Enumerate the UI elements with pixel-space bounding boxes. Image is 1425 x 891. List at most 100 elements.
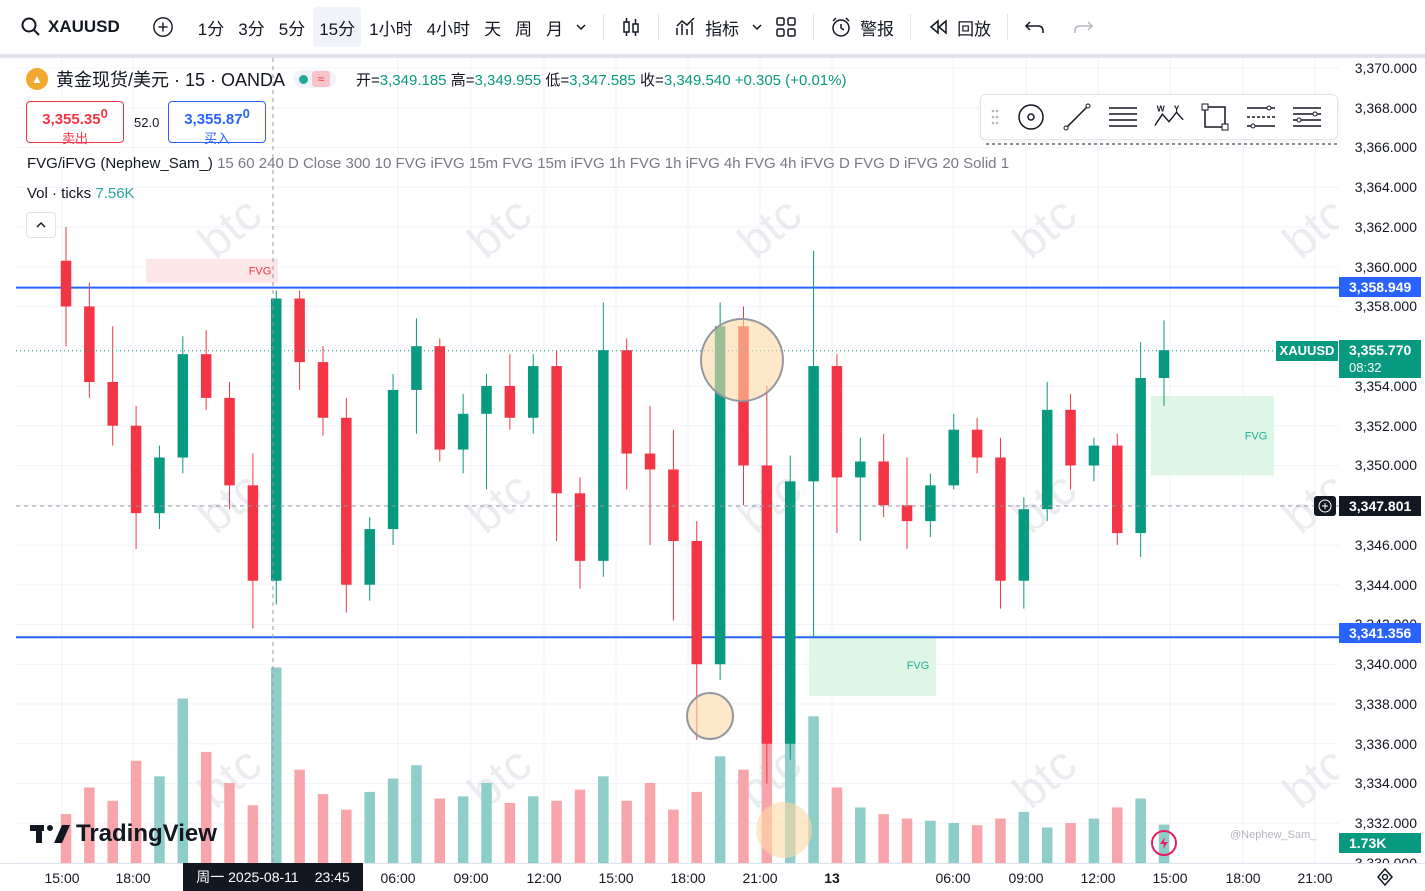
interval-button[interactable]: 15分 [313,7,362,47]
time-tick-label: 18:00 [1225,870,1261,886]
undo-icon [1025,21,1044,33]
volume-bar [504,803,516,863]
fvg-zone [146,258,278,283]
undo-button[interactable] [1018,7,1052,47]
interval-dropdown[interactable] [569,7,593,47]
candle-body [831,366,843,478]
price-tick-label: 3,352.000 [1354,417,1417,434]
indicator-legend-fvg[interactable]: FVG/iFVG (Nephew_Sam_) 15 60 240 D Close… [27,155,1009,172]
status-pill[interactable]: ≈ [293,70,337,88]
time-tick-label: 12:00 [526,870,562,886]
parallel-lines-tool[interactable] [1107,101,1139,133]
drag-dots-icon [991,109,999,125]
add-symbol-button[interactable] [146,7,180,47]
crosshair-add-button[interactable] [1314,496,1336,516]
circle-tool[interactable] [1015,101,1047,133]
circle-annotation [756,802,812,858]
fib-channel-icon [1293,107,1321,127]
search-icon [21,17,40,36]
crosshair-time: 23:45 [314,869,350,885]
volume-bar [60,814,72,863]
hline-lower-tag[interactable]: 3,341.356 [1339,623,1421,643]
interval-button[interactable]: 4小时 [426,19,471,39]
drag-handle[interactable] [989,101,1001,133]
volume-bar [224,783,235,863]
interval-group: 1分 3分 5分 15分 1小时 4小时天周月 [192,7,569,47]
candle-body [504,385,516,418]
volume-bar [1135,798,1146,863]
time-tick-label: 15:00 [44,870,80,886]
time-tick-label: 21:00 [1297,870,1333,886]
candle-body [621,350,632,454]
volume-bar [84,787,95,863]
sell-button[interactable]: 3,355.350 卖出 [26,101,124,146]
rewind-icon [929,19,947,35]
candle-body [1112,445,1123,534]
settings-icon[interactable] [1376,867,1394,887]
interval-button[interactable]: 周 [515,19,533,39]
volume-bar [434,798,446,863]
high-label: 高= [450,71,475,89]
chart-legend: ▲ 黄金现货/美元 · 15 · OANDA ≈ 开=3,349.185 高=3… [26,66,846,92]
volume-bar [270,667,282,863]
rectangle-tool[interactable] [1199,101,1231,133]
time-tick-label: 06:00 [380,870,416,886]
fib-icon [1247,105,1275,129]
layout-button[interactable] [769,7,803,47]
volume-bar [247,805,259,863]
redo-button[interactable] [1066,7,1100,47]
volume-bar [364,791,375,863]
interval-button[interactable]: 1小时 [369,19,413,39]
fib-channel-tool[interactable] [1291,101,1323,133]
candle-body [1041,409,1053,510]
tradingview-logo[interactable]: TradingView [30,820,217,848]
volume-bar [107,800,118,863]
candle-body [855,461,866,478]
volume-tag: 1.73K [1339,833,1421,853]
interval-button[interactable]: 天 [484,19,502,39]
candle-body [1158,350,1170,379]
candle-body [1018,509,1030,581]
svg-text:W: W [1157,103,1165,113]
indicator-legend-volume[interactable]: Vol · ticks 7.56K [27,185,135,202]
candle-body [387,389,399,530]
hline-upper-tag[interactable]: 3,358.949 [1339,277,1421,297]
volume-bar [177,698,189,863]
time-tick-label: 09:00 [453,870,489,886]
time-tick-label: 13 [824,870,840,886]
chart-type-button[interactable] [614,7,648,47]
fvg-label: FVG [907,660,930,672]
buy-button[interactable]: 3,355.870 买入 [168,101,266,146]
volume-bar [1041,827,1053,863]
candle-body [130,425,142,514]
candle-body [971,429,983,458]
divider [603,14,605,40]
candle-body [60,260,72,307]
svg-text:Y: Y [1174,103,1180,113]
candle-body [1065,409,1076,466]
interval-button[interactable]: 1分 [197,19,225,39]
legend-title[interactable]: 黄金现货/美元 · 15 · OANDA [56,70,286,90]
candle-body [457,413,469,450]
candle-body [808,366,819,482]
interval-button[interactable]: 3分 [238,19,265,39]
collapse-legend-button[interactable] [26,212,56,238]
price-axis[interactable]: 3,370.000 3,368.000 3,366.000 3,364.000 3,36… [1339,58,1425,871]
interval-button[interactable]: 5分 [278,19,306,39]
price-chart[interactable]: btcbtcbtcbtcbtcbtcbtcbtcbtcbtcbtcbtcbtcb… [16,58,1339,863]
indicators-dropdown[interactable] [745,7,769,47]
flash-icon-button[interactable] [1151,830,1177,856]
time-tick-label: 18:00 [670,870,706,886]
replay-button[interactable]: 回放 [921,7,997,47]
indicators-button[interactable]: 指标 [669,7,745,47]
alarm-clock-icon [832,17,850,37]
trend-line-tool[interactable] [1061,101,1093,133]
alert-button[interactable]: 警报 [824,7,900,47]
symbol-search[interactable]: XAUUSD [20,16,120,38]
interval-button[interactable]: 月 [546,19,564,39]
candle-body [948,429,960,486]
fib-retracement-tool[interactable] [1245,101,1277,133]
tradingview-logo-icon [30,825,70,843]
